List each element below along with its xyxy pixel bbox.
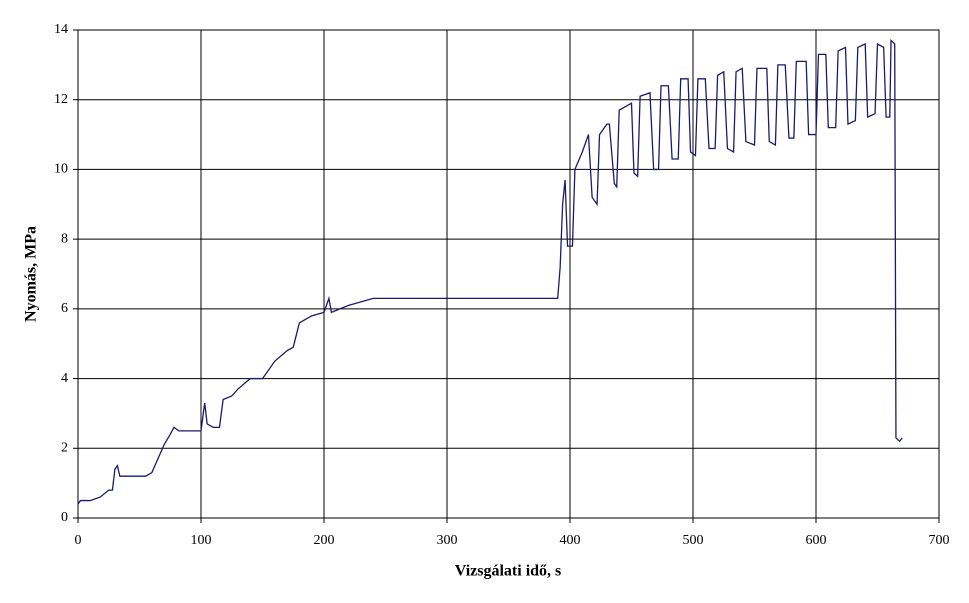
y-tick-label: 4: [61, 371, 68, 386]
x-tick-label: 700: [929, 533, 950, 548]
x-tick-label: 400: [560, 533, 581, 548]
x-tick-label: 0: [75, 533, 82, 548]
x-tick-label: 300: [437, 533, 458, 548]
x-tick-label: 600: [806, 533, 827, 548]
y-tick-label: 12: [54, 92, 68, 107]
plot-area: [77, 29, 940, 519]
y-axis-title: Nyomás, MPa: [23, 226, 40, 322]
x-tick-label: 100: [191, 533, 212, 548]
y-tick-label: 2: [61, 441, 68, 456]
x-axis-title: Vizsgálati idő, s: [455, 563, 562, 580]
x-tick-label: 200: [314, 533, 335, 548]
data-line: [77, 38, 903, 505]
y-tick-label: 6: [61, 301, 68, 316]
y-tick-label: 14: [54, 22, 68, 37]
y-tick-label: 8: [61, 231, 68, 246]
y-tick-label: 10: [54, 162, 68, 177]
y-tick-label: 0: [61, 510, 68, 525]
x-tick-label: 500: [683, 533, 704, 548]
